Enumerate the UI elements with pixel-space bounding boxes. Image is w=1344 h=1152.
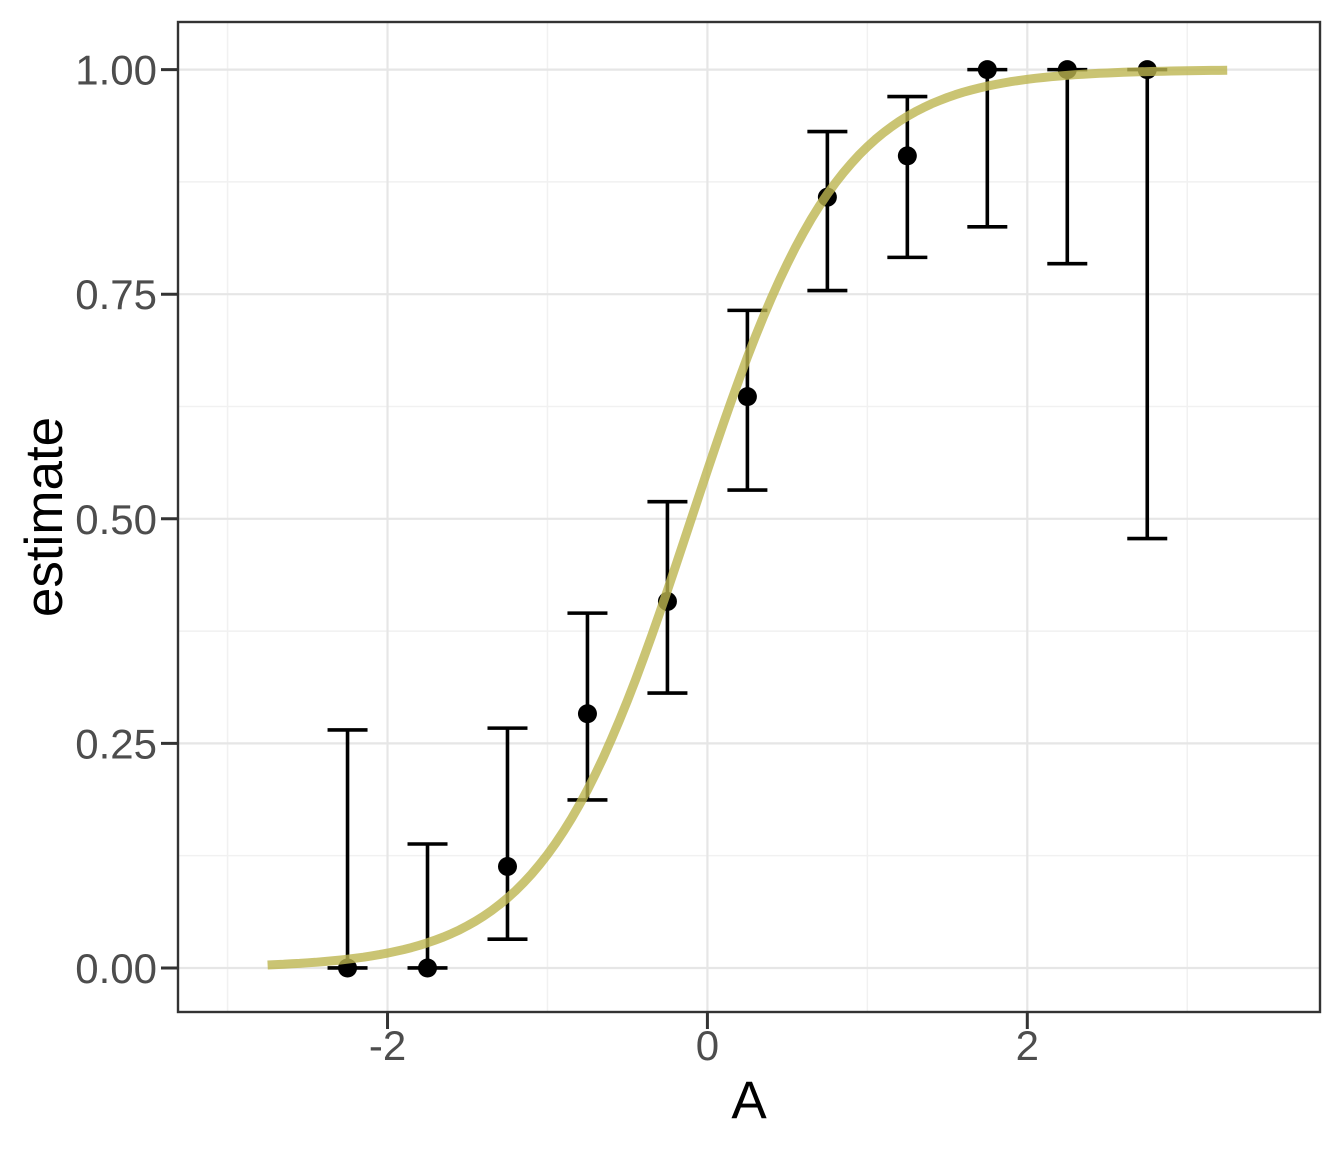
error-bar (487, 726, 528, 942)
data-point (418, 958, 438, 978)
panel-border (176, 20, 1322, 1014)
x-axis-title: A (731, 1071, 767, 1130)
panel-background (178, 22, 1320, 1012)
data-point (577, 704, 597, 724)
data-point (977, 60, 997, 80)
y-tick-label: 0.00 (75, 945, 157, 992)
data-point (737, 387, 757, 407)
y-tick-label: 1.00 (75, 47, 157, 94)
y-tick-label: 0.25 (75, 720, 157, 767)
x-tick-label: -2 (369, 1022, 406, 1069)
x-tick-label: 2 (1016, 1022, 1039, 1069)
logistic-fit-curve (267, 65, 1228, 970)
y-axis: 0.00 0.25 0.50 0.75 1.00 (75, 47, 178, 992)
y-tick-label: 0.75 (75, 271, 157, 318)
data-point (897, 146, 917, 166)
data-point (497, 856, 517, 876)
y-axis-title: estimate (15, 417, 74, 617)
y-tick-label: 0.50 (75, 496, 157, 543)
x-tick-label: 0 (696, 1022, 719, 1069)
x-axis: -2 0 2 (369, 1012, 1039, 1069)
error-bar (807, 129, 848, 293)
error-bar (887, 94, 928, 260)
plot-panel (176, 20, 1322, 1014)
data-points (338, 60, 1157, 978)
